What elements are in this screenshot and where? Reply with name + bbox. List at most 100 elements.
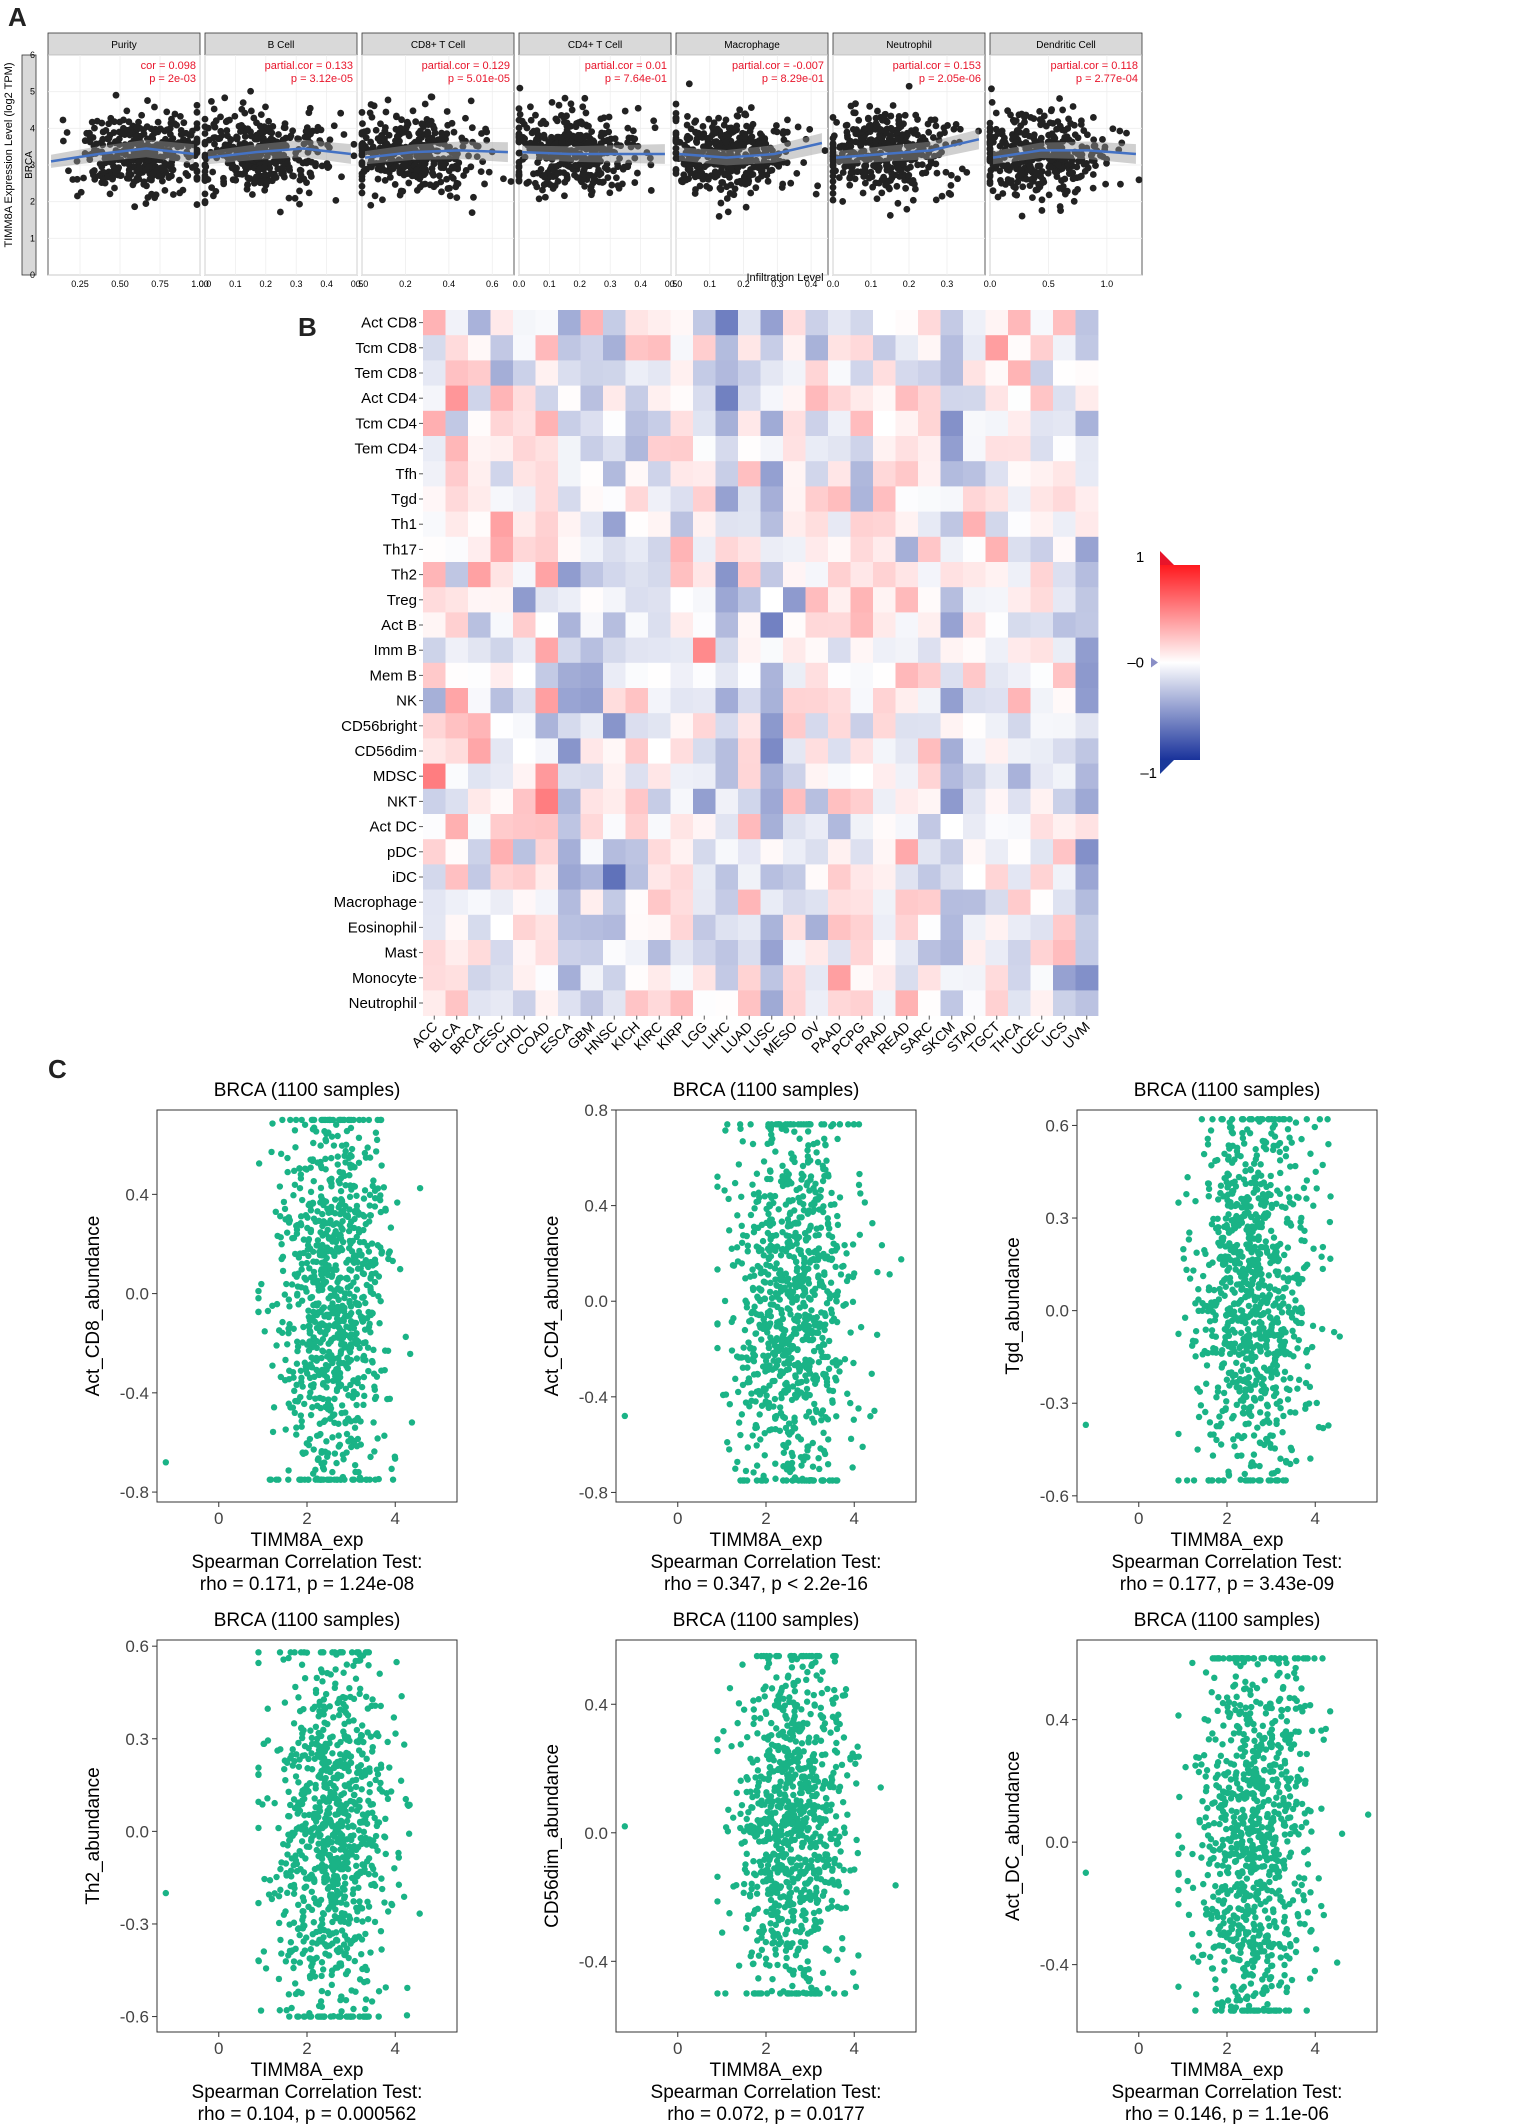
panel-a-row-strip (21, 54, 37, 276)
heatmap-cell (1053, 990, 1076, 1016)
facet-point (404, 170, 412, 178)
facet-point (1034, 162, 1042, 170)
facet-point (1008, 177, 1015, 184)
heatmap-cell (1075, 360, 1099, 386)
heatmap-cell (918, 511, 941, 538)
facet-point (938, 192, 946, 200)
heatmap-cell (940, 335, 964, 361)
scatter-point (416, 1184, 424, 1192)
heatmap-cell (1008, 965, 1031, 991)
heatmap-cell (580, 965, 604, 991)
facet-point (761, 137, 768, 144)
heatmap-cell (850, 562, 874, 588)
heatmap-cell (828, 360, 851, 386)
facet-point (999, 190, 1007, 197)
facet-point (393, 112, 400, 120)
scatter-point (347, 1164, 354, 1171)
scatter-point (328, 1183, 335, 1190)
facet-point (900, 160, 907, 168)
facet-point (142, 200, 150, 207)
x-tick-label: 2 (302, 1509, 311, 1528)
scatter-point (316, 1242, 323, 1250)
heatmap-cell (895, 914, 919, 941)
scatter-point (373, 1136, 381, 1144)
facet-point (723, 195, 731, 202)
heatmap-cell (625, 310, 649, 336)
facet-point (151, 103, 158, 111)
scatter-point (335, 1443, 342, 1450)
scatter-point (749, 1432, 756, 1439)
facet-point (265, 137, 273, 145)
facet-strip-label: Dendritic Cell (1036, 40, 1095, 51)
heatmap-cell (490, 914, 514, 941)
facet-point (253, 135, 261, 143)
facet-point (606, 144, 613, 152)
scatter-point (293, 1230, 301, 1237)
facet-point (485, 168, 493, 176)
facet-point (992, 125, 1000, 133)
heatmap-cell (670, 637, 694, 664)
heatmap-cell (738, 335, 761, 361)
heatmap-cell (895, 335, 919, 361)
scatter-point (318, 1259, 326, 1267)
facet-point (425, 119, 433, 127)
heatmap-cell (648, 335, 671, 361)
facet-xtick-label: 1.0 (1101, 279, 1114, 289)
heatmap-cell (625, 461, 649, 487)
heatmap-row-label: NK (396, 693, 417, 710)
heatmap-cell (468, 385, 491, 412)
facet-point (111, 184, 118, 192)
heatmap-cell (805, 562, 829, 588)
facet-xtick-label: 0.5 (351, 279, 364, 289)
facet-point (909, 141, 917, 148)
heatmap-cell (490, 940, 514, 966)
facet-point (358, 143, 366, 151)
facet-point (909, 196, 917, 204)
heatmap-cell (603, 310, 626, 336)
heatmap-cell (783, 990, 806, 1016)
heatmap-cell (513, 713, 536, 739)
scatter-point (334, 1303, 341, 1311)
facet-point (1056, 203, 1064, 210)
facet-point (558, 158, 566, 166)
facet-point (829, 184, 837, 191)
facet-point (177, 130, 185, 138)
facet-point (436, 140, 444, 147)
facet-point (988, 98, 996, 106)
scatter-point (309, 1200, 317, 1207)
heatmap-cell (1075, 637, 1099, 664)
facet-point (898, 131, 906, 139)
facet-point (749, 120, 757, 128)
scatter-point (734, 1388, 742, 1396)
heatmap-col-label: UVM (1060, 1018, 1093, 1051)
scatter-point (337, 1235, 345, 1242)
heatmap-cell (873, 436, 896, 462)
facet-point (728, 129, 736, 136)
heatmap-cell (580, 788, 604, 815)
heatmap-cell (738, 360, 761, 386)
facet-point (1023, 175, 1030, 183)
heatmap-cell (828, 662, 851, 689)
scatter-point (363, 1281, 371, 1289)
facet-point (842, 122, 850, 129)
scatter-point (809, 1463, 817, 1470)
scatter-point (353, 1192, 360, 1199)
heatmap-cell (850, 940, 874, 966)
facet-point (459, 143, 467, 151)
heatmap-cell (558, 738, 581, 764)
heatmap-cell (805, 511, 829, 538)
heatmap-cell (603, 914, 626, 941)
scatter-point (394, 1199, 401, 1206)
heatmap-cell (558, 814, 581, 840)
heatmap-cell (963, 738, 986, 764)
facet-point (621, 107, 629, 115)
plot-ylabel: Act_CD8_abundance (83, 1216, 104, 1397)
heatmap-cell (850, 612, 874, 638)
heatmap-cell (963, 612, 986, 638)
facet-point (861, 166, 869, 174)
facet-point (617, 142, 625, 150)
facet-point (986, 157, 994, 165)
heatmap-cell (1053, 662, 1076, 689)
scatter-point (310, 1446, 317, 1453)
facet-point (1116, 127, 1124, 135)
